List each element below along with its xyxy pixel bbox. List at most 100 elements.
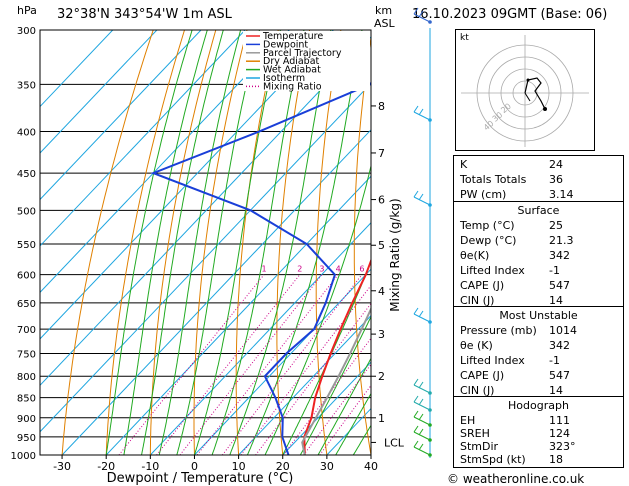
wind-barb-flag [413, 378, 419, 386]
pressure-tick-label: 700 [17, 325, 36, 336]
wind-barb [413, 111, 431, 121]
asl-label: ASL [374, 17, 395, 30]
wind-barb [413, 13, 431, 23]
surface-box: Surface Temp (°C) 25 Dewp (°C) 21.3 θe(K) 3… [453, 201, 624, 307]
wind-barb-flag [413, 307, 419, 315]
wet-adiabat [141, 30, 224, 455]
hodograph-title: Hodograph [508, 399, 569, 412]
wind-barb-flag [413, 410, 419, 418]
wind-barb-dot [428, 203, 432, 207]
mixing-ratio-label: 6 [359, 265, 364, 274]
dry-adiabat [149, 30, 217, 455]
km-tick-label: 1 [378, 412, 385, 425]
mu-pressure-label: Pressure (mb) [460, 324, 537, 337]
temp-tick-label: 20 [276, 460, 290, 473]
hodograph-point [526, 78, 530, 82]
mu-li-label: Lifted Index [460, 354, 525, 367]
stmspd-value: 18 [549, 453, 563, 466]
wind-barb-flag [418, 428, 424, 436]
wind-barb-dot [428, 453, 432, 457]
plot-frame [39, 29, 372, 456]
mixing-ratio-line [156, 274, 301, 455]
mu-pressure-value: 1014 [549, 324, 577, 337]
isotherm-line [238, 314, 371, 455]
km-tick-label: 5 [378, 239, 385, 252]
wind-barb-flag [413, 7, 419, 15]
mu-cin-value: 14 [549, 384, 563, 397]
mixing-ratio-label: 2 [297, 265, 302, 274]
legend-label: Dewpoint [263, 39, 308, 50]
wind-barb [413, 431, 431, 441]
dry-adiabat [276, 30, 311, 455]
mixing-ratio-label: 1 [261, 265, 266, 274]
wind-barb-flag [418, 193, 424, 201]
lcl-label: LCL [384, 436, 405, 449]
mixing-ratio-line [319, 384, 371, 455]
temp-tick-label: -10 [141, 460, 159, 473]
pressure-tick-label: 950 [17, 433, 36, 444]
surface-temp-label: Temp (°C) [460, 219, 515, 232]
km-tick-label: 3 [378, 328, 385, 341]
wet-adiabat [229, 30, 332, 455]
stmdir-label: StmDir [460, 440, 499, 453]
hodograph-box: Hodograph EH 111 SREH 124 StmDir 323° StmSp… [453, 396, 624, 468]
mixing-ratio-label: 15 [414, 265, 424, 274]
unstable-box: Most Unstable Pressure (mb) 1014 θe (K) 34… [453, 306, 624, 397]
pressure-tick-label: 500 [17, 206, 36, 217]
sreh-value: 124 [549, 427, 570, 440]
wet-adiabat [335, 392, 371, 455]
pressure-tick-label: 750 [17, 349, 36, 360]
y-axis-label-right: Mixing Ratio (g/kg) [388, 198, 402, 311]
temp-tick-label: -30 [53, 460, 71, 473]
wind-barb-dot [428, 20, 432, 24]
sreh-label: SREH [460, 427, 490, 440]
wind-barb-dot [428, 438, 432, 442]
wind-barb-flag [413, 440, 419, 448]
legend-label: Isotherm [263, 73, 305, 84]
temp-tick-label: 40 [364, 460, 378, 473]
legend-label: Wet Adiabat [263, 65, 321, 76]
mu-cin-label: CIN (J) [460, 384, 495, 397]
wind-barb-flag [418, 381, 424, 389]
surface-dewp-value: 21.3 [549, 234, 574, 247]
wind-barb [413, 384, 431, 394]
dry-adiabat [105, 30, 185, 455]
pressure-tick-label: 900 [17, 414, 36, 425]
pressure-tick-label: 1000 [11, 451, 36, 462]
surface-dewp-label: Dewp (°C) [460, 234, 517, 247]
wind-barb-flag [413, 395, 419, 403]
km-tick-label: 4 [378, 285, 385, 298]
km-tick-label: 8 [378, 100, 385, 113]
wet-adiabat [176, 30, 260, 455]
k-index-label: K [460, 158, 468, 171]
wind-barb-flag [418, 310, 424, 318]
isotherm-line [40, 30, 246, 247]
wet-adiabat [282, 260, 371, 455]
pressure-tick-label: 850 [17, 394, 36, 405]
wet-adiabat [158, 30, 242, 455]
totals-label: Totals Totals [460, 173, 527, 186]
parcel-trajectory-line [301, 306, 371, 455]
wind-barb-flag [413, 425, 419, 433]
dry-adiabat [193, 30, 248, 455]
temp-tick-label: 30 [320, 460, 334, 473]
wet-adiabat [105, 30, 193, 455]
temp-tick-label: -20 [97, 460, 115, 473]
wind-barb-dot [428, 408, 432, 412]
wind-barb-flag [418, 108, 424, 116]
mixing-ratio-line [118, 274, 265, 455]
mixing-ratio-line [240, 284, 371, 455]
mixing-ratio-label: 8 [377, 265, 382, 274]
pressure-tick-label: 300 [17, 26, 36, 37]
surface-li-value: -1 [549, 264, 560, 277]
isotherm-line [194, 268, 371, 455]
wind-barb-flag [418, 398, 424, 406]
location-title: 32°38'N 343°54'W 1m ASL [57, 7, 232, 22]
indices-top-box: K 24 Totals Totals 36 PW (cm) 3.14 [453, 155, 624, 202]
datetime-title: 16.10.2023 09GMT (Base: 06) [412, 7, 608, 22]
mu-thetae-label: θe (K) [460, 339, 493, 352]
wind-barb [413, 401, 431, 411]
pressure-tick-label: 350 [17, 80, 36, 91]
